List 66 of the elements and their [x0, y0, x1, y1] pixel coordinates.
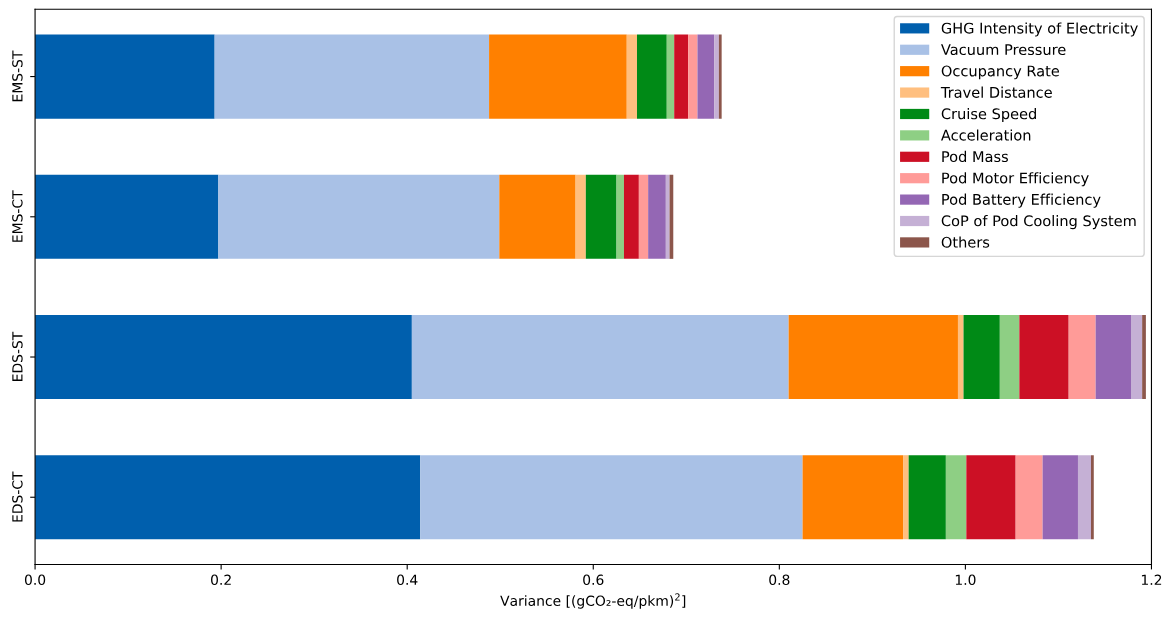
bar: [214, 34, 490, 119]
bar: [945, 455, 967, 540]
legend-label: Vacuum Pressure: [941, 44, 1066, 56]
bar: [1131, 314, 1143, 400]
legend-label: Pod Battery Efficiency: [942, 193, 1101, 208]
bar: [575, 174, 586, 259]
x-tick-label: 1.0: [955, 574, 976, 586]
bar: [35, 174, 219, 259]
bar: [420, 455, 803, 540]
x-tick-label: 0.6: [583, 574, 604, 586]
bar: [1142, 314, 1146, 400]
legend-label: CoP of Pod Cooling System: [941, 215, 1136, 230]
bar: [666, 34, 675, 119]
bar: [638, 174, 649, 259]
bar: [1042, 455, 1078, 540]
bar: [489, 34, 627, 119]
x-tick-label: 0.8: [769, 574, 790, 586]
y-tick-label: EMS-CT: [12, 190, 23, 242]
bar: [1095, 314, 1131, 400]
bar: [1015, 455, 1043, 540]
bar: [718, 34, 722, 119]
bar: [999, 314, 1020, 400]
bar: [218, 174, 500, 259]
legend-label: Cruise Speed: [941, 108, 1036, 123]
legend-label: Pod Motor Efficiency: [942, 172, 1089, 187]
bar: [908, 455, 946, 540]
bar: [623, 174, 639, 259]
x-axis-title: Variance [(gCO₂-eq/pkm)$^{2}$]: [500, 593, 686, 609]
bar: [35, 34, 215, 119]
bar: [957, 314, 964, 400]
bar: [903, 455, 909, 540]
bar: [665, 174, 670, 259]
bar: [963, 314, 1000, 400]
bar: [674, 34, 689, 119]
legend-label: Others: [941, 236, 990, 248]
bar: [697, 34, 715, 119]
bar: [788, 314, 958, 400]
bar: [1068, 314, 1096, 400]
bar: [35, 314, 412, 400]
bar: [35, 455, 421, 540]
x-tick-label: 0.0: [24, 574, 46, 586]
y-tick-label: EDS-CT: [12, 471, 23, 522]
y-tick-label: EMS-ST: [12, 50, 23, 102]
y-tick-label: EDS-ST: [12, 331, 23, 381]
legend-label: Acceleration: [941, 129, 1031, 141]
legend-label: Travel Distance: [940, 86, 1052, 98]
bar: [626, 34, 637, 119]
bar: [966, 455, 1016, 540]
bar: [688, 34, 698, 119]
legend-label: Pod Mass: [942, 150, 1008, 163]
bar: [1019, 314, 1069, 400]
legend-label: Occupancy Rate: [941, 65, 1060, 80]
bar: [1090, 455, 1094, 540]
bar: [648, 174, 666, 259]
bar: [411, 314, 789, 400]
bar: [616, 174, 624, 259]
bar: [1077, 455, 1091, 540]
x-tick-label: 0.4: [397, 574, 418, 586]
bar: [714, 34, 719, 119]
bar: [802, 455, 904, 540]
bar: [585, 174, 617, 259]
bar: [636, 34, 667, 119]
legend-label: GHG Intensity of Electricity: [941, 22, 1138, 37]
x-tick-label: 1.2: [1141, 574, 1162, 585]
bar: [499, 174, 576, 259]
x-tick-label: 0.2: [211, 574, 231, 586]
